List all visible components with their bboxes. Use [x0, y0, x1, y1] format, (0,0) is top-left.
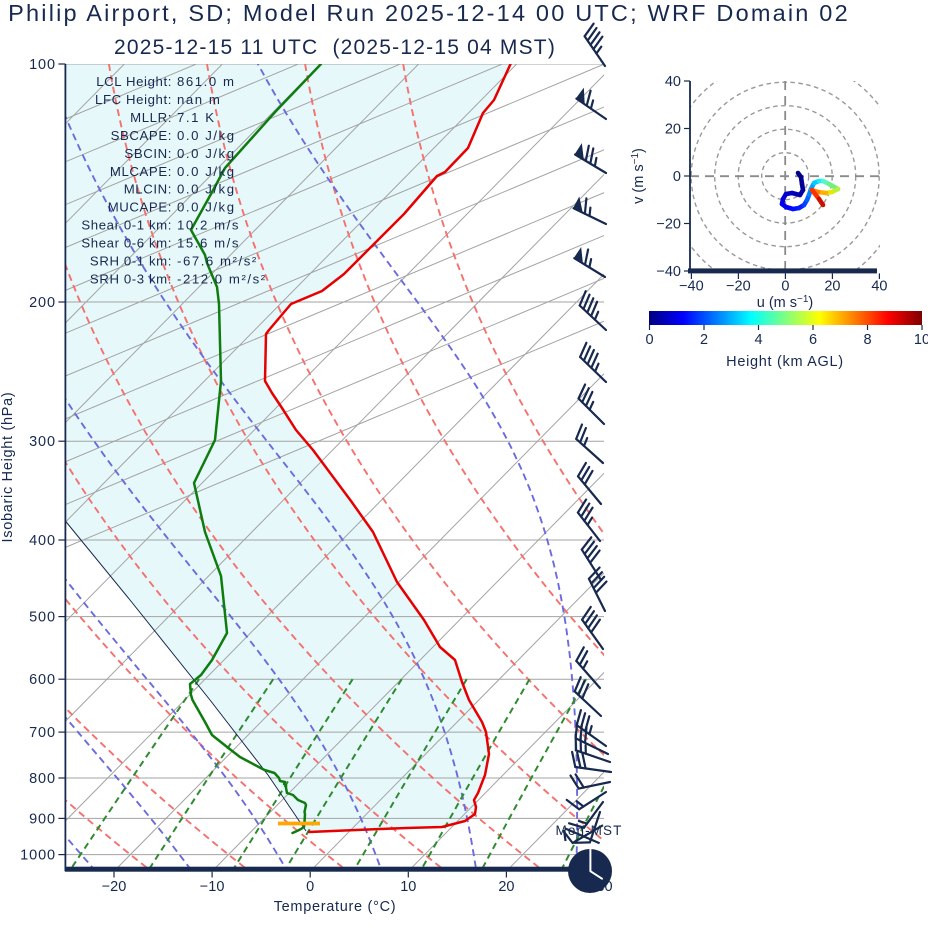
svg-text:10: 10	[400, 879, 416, 895]
svg-text:-67.6 m²/s²: -67.6 m²/s²	[177, 254, 258, 269]
svg-text:0: 0	[645, 332, 653, 348]
svg-text:Temperature (°C): Temperature (°C)	[274, 899, 397, 915]
svg-text:Mon-MST: Mon-MST	[556, 823, 623, 838]
svg-text:LCL Height:: LCL Height:	[96, 74, 172, 89]
svg-text:40: 40	[665, 74, 681, 90]
svg-text:Philip Airport, SD; Model Run: Philip Airport, SD; Model Run 2025-12-14…	[8, 0, 850, 26]
svg-text:900: 900	[29, 811, 56, 827]
svg-text:15.6 m/s: 15.6 m/s	[177, 236, 240, 251]
svg-text:8: 8	[863, 332, 871, 348]
svg-text:0.0 J/kg: 0.0 J/kg	[177, 182, 236, 197]
svg-text:0: 0	[306, 879, 314, 895]
svg-text:600: 600	[29, 672, 56, 688]
svg-text:10: 10	[914, 332, 928, 348]
svg-text:10.2 m/s: 10.2 m/s	[177, 218, 240, 233]
svg-text:100: 100	[29, 57, 56, 73]
svg-text:−20: −20	[102, 879, 127, 895]
svg-text:1000: 1000	[20, 848, 56, 864]
svg-text:0.0 J/kg: 0.0 J/kg	[177, 128, 236, 143]
svg-text:Shear 0-6 km:: Shear 0-6 km:	[81, 236, 172, 251]
svg-text:MLCAPE:: MLCAPE:	[110, 164, 172, 179]
svg-text:700: 700	[29, 725, 56, 741]
svg-text:MUCAPE:: MUCAPE:	[108, 200, 172, 215]
svg-text:Shear 0-1 km:: Shear 0-1 km:	[81, 218, 172, 233]
svg-text:500: 500	[29, 610, 56, 626]
svg-text:2025-12-15 11 UTC (2025-12-15: 2025-12-15 11 UTC (2025-12-15 04 MST)	[114, 36, 556, 59]
svg-text:800: 800	[29, 771, 56, 787]
svg-text:SRH 0-1 km:: SRH 0-1 km:	[90, 254, 172, 269]
svg-text:6: 6	[809, 332, 817, 348]
svg-text:0: 0	[781, 279, 789, 295]
svg-text:Isobaric Height (hPa): Isobaric Height (hPa)	[0, 392, 16, 543]
svg-text:0: 0	[673, 169, 681, 185]
svg-text:Height (km AGL): Height (km AGL)	[726, 354, 844, 370]
svg-text:−20: −20	[656, 217, 681, 233]
svg-text:−20: −20	[726, 279, 751, 295]
svg-text:MLLR:: MLLR:	[130, 110, 172, 125]
svg-text:MLCIN:: MLCIN:	[124, 182, 172, 197]
svg-text:2: 2	[700, 332, 708, 348]
svg-text:861.0 m: 861.0 m	[177, 74, 236, 89]
svg-text:SBCIN:: SBCIN:	[124, 146, 172, 161]
svg-text:-212.0 m²/s²: -212.0 m²/s²	[177, 271, 267, 286]
svg-text:400: 400	[29, 533, 56, 549]
svg-text:LFC Height:: LFC Height:	[95, 92, 172, 107]
svg-text:40: 40	[871, 279, 887, 295]
svg-text:200: 200	[29, 295, 56, 311]
svg-text:7.1 K: 7.1 K	[177, 110, 216, 125]
svg-text:SBCAPE:: SBCAPE:	[111, 128, 172, 143]
svg-text:20: 20	[665, 122, 681, 138]
svg-text:−40: −40	[656, 264, 681, 280]
svg-text:nan m: nan m	[177, 92, 221, 107]
svg-text:0.0 J/kg: 0.0 J/kg	[177, 200, 236, 215]
svg-text:4: 4	[754, 332, 762, 348]
svg-text:SRH 0-3 km:: SRH 0-3 km:	[90, 271, 172, 286]
svg-text:−10: −10	[200, 879, 225, 895]
svg-text:−40: −40	[679, 279, 704, 295]
svg-text:0.0 J/kg: 0.0 J/kg	[177, 146, 236, 161]
svg-text:0.0 J/kg: 0.0 J/kg	[177, 164, 236, 179]
svg-text:300: 300	[29, 434, 56, 450]
svg-text:20: 20	[824, 279, 840, 295]
svg-text:20: 20	[498, 879, 514, 895]
